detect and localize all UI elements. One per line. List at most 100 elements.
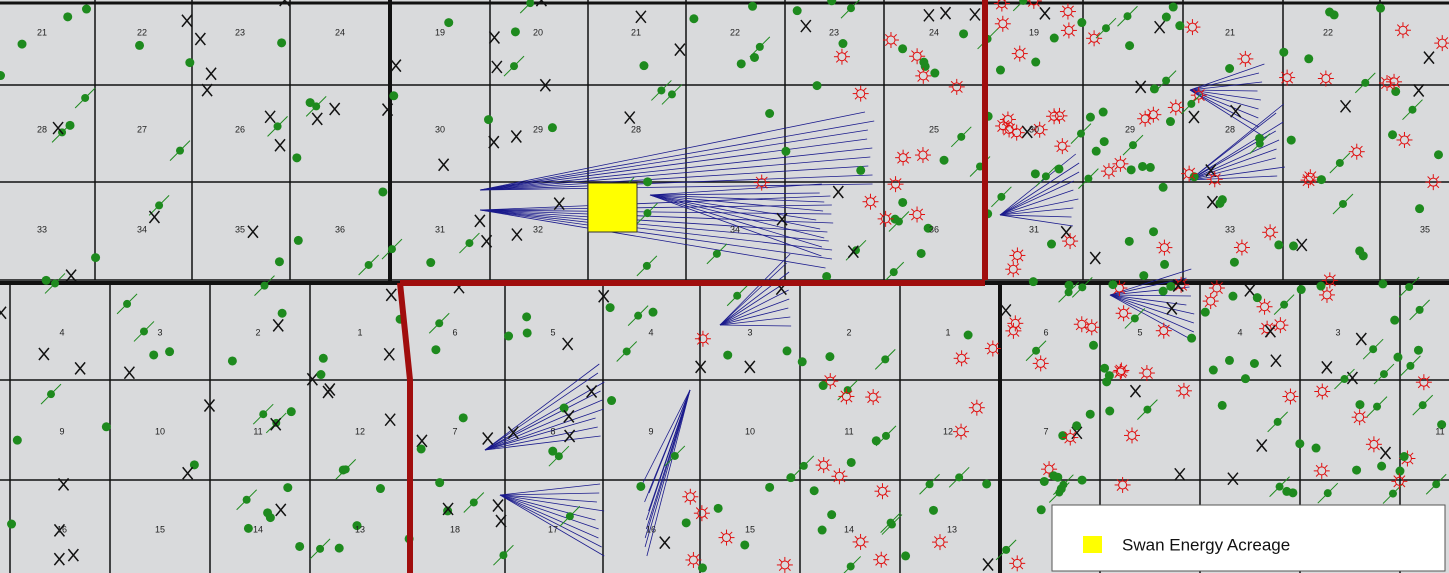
well-dry-dot (510, 62, 519, 71)
well-plugged (264, 110, 276, 124)
well-plugged (329, 102, 341, 116)
well-gas-ray (695, 553, 700, 558)
well-oil (1316, 281, 1326, 291)
well-dry-dot (1415, 305, 1424, 314)
well-dry-dot (957, 132, 966, 141)
well-path (479, 209, 833, 260)
well-dry-dot (1418, 401, 1427, 410)
well-oil (825, 352, 835, 362)
well-dry-dot (1064, 288, 1073, 297)
well-gas-ray (1013, 56, 1018, 60)
well-gas-ray (704, 507, 708, 511)
section-label: 22 (137, 27, 147, 37)
section-label: 25 (929, 124, 939, 134)
well-oil (352, 521, 362, 531)
well-gas-ray (1332, 274, 1336, 278)
well-gas-ray (916, 157, 921, 162)
well-oil (838, 39, 848, 49)
well-gas-ray (893, 42, 897, 47)
well-gas-ray (1269, 322, 1274, 327)
well-gas-ray (933, 544, 938, 549)
well-gas-ray (1192, 89, 1197, 93)
well-plugged (306, 372, 318, 386)
well-gas-ray (1149, 367, 1153, 371)
well-path (484, 435, 601, 451)
well-path (479, 204, 832, 211)
well-oil (1252, 293, 1262, 303)
well-gas-ray (1033, 123, 1038, 128)
section-label: 36 (335, 224, 345, 234)
well-dry-dot (565, 512, 574, 521)
well-gas-ray (848, 390, 853, 394)
well-plugged (1206, 195, 1218, 209)
section-label: 22 (1323, 27, 1333, 37)
well-dry-dot (670, 451, 679, 460)
well-gas-ray (1406, 133, 1411, 138)
well-oil (1077, 475, 1087, 485)
well-oil (898, 44, 908, 54)
well-oil (1039, 476, 1049, 486)
well-gas-ray (1027, 3, 1032, 7)
well-plugged (1021, 125, 1033, 139)
well-oil (435, 478, 445, 488)
well-gas-ray (1274, 319, 1278, 323)
well-gas-ray (1324, 385, 1329, 390)
well-oil (1056, 484, 1066, 494)
well-gas-ray (1088, 40, 1092, 45)
well-plugged (492, 499, 504, 513)
well-gas-ray (1398, 142, 1402, 146)
well-oil (959, 29, 969, 39)
well-gas-ray (964, 352, 968, 356)
well-gas-ray (1007, 263, 1011, 267)
well-path (479, 120, 875, 191)
well-gas-ray (1048, 110, 1052, 114)
well-gas-ray (1405, 24, 1409, 28)
well-plugged (438, 158, 450, 172)
well-oil (1189, 172, 1199, 182)
well-gas-ray (1426, 376, 1430, 380)
well-path (479, 156, 871, 191)
well-oil (1166, 281, 1176, 291)
well-gas-ray (1282, 327, 1287, 332)
well-gas-ray (1316, 385, 1320, 390)
well-gas-ray (919, 50, 924, 54)
well-gas-ray (884, 485, 889, 489)
well-gas-ray (1359, 154, 1363, 158)
well-plugged (67, 548, 79, 562)
well-gas-ray (1166, 241, 1171, 246)
well-oil (901, 551, 911, 561)
well-oil (827, 0, 837, 6)
well-plugged (488, 31, 500, 44)
well-oil (1085, 409, 1095, 419)
well-path (479, 129, 868, 191)
well-dry-dot (469, 498, 478, 507)
well-plugged (311, 112, 323, 126)
well-gas-ray (1117, 315, 1122, 320)
well-gas-ray (1324, 464, 1328, 469)
well-gas-ray (1247, 52, 1252, 57)
well-oil (846, 457, 856, 467)
well-gas-ray (1094, 329, 1098, 334)
well-gas-ray (1401, 460, 1405, 465)
well-oil (316, 370, 326, 380)
well-path (484, 426, 598, 451)
well-gas-ray (959, 80, 963, 85)
well-dry-dot (997, 192, 1006, 201)
well-plugged (1154, 20, 1166, 34)
well-oil (318, 353, 328, 363)
well-plugged (279, 0, 291, 7)
section-label: 14 (844, 524, 854, 534)
section-label: 11 (253, 426, 262, 436)
well-oil (963, 330, 973, 340)
well-gas-ray (1010, 113, 1014, 118)
well-gas-ray (1070, 5, 1074, 10)
well-gas-ray (1267, 300, 1271, 305)
well-plugged (1423, 51, 1435, 65)
well-plugged (74, 361, 86, 375)
well-gas-ray (1312, 171, 1317, 175)
well-oil (1376, 3, 1386, 13)
section-label: 23 (829, 27, 839, 37)
well-path (499, 494, 605, 557)
legend: Swan Energy Acreage (1051, 504, 1446, 572)
well-oil (1217, 400, 1227, 410)
